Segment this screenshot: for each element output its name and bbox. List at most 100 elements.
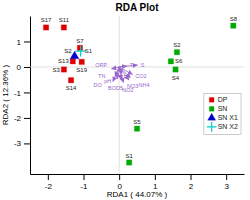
point-label: S3	[53, 67, 61, 73]
x-tick: -1	[80, 174, 88, 191]
legend-symbol	[208, 113, 216, 120]
plot-area	[30, 16, 244, 174]
y-tick-label: -3	[14, 139, 22, 148]
vector-label: TN	[98, 73, 105, 79]
x-axis-line	[31, 174, 245, 175]
vector-arrow	[119, 67, 121, 80]
x-tick-label: 2	[189, 182, 194, 191]
legend-symbol	[209, 106, 214, 111]
point	[79, 59, 84, 64]
vector-arrow	[119, 65, 138, 67]
x-tick-mark	[84, 174, 85, 180]
legend-label: SN	[218, 105, 228, 112]
point	[173, 67, 178, 72]
y-tick-label: 0	[17, 63, 22, 72]
point-label: S17	[41, 17, 52, 23]
x-tick: 0	[117, 174, 122, 191]
y-tick: -3	[14, 139, 30, 148]
point	[43, 25, 48, 30]
vector-label: NH4	[139, 82, 150, 88]
x-tick-mark	[226, 174, 227, 180]
y-tick-label: -1	[14, 89, 22, 98]
point-label: S2	[64, 48, 72, 54]
y-tick: -1	[14, 89, 30, 98]
point	[70, 59, 75, 64]
legend-symbol	[209, 97, 214, 102]
point	[68, 78, 73, 83]
y-tick: 0	[17, 63, 30, 72]
title: RDA Plot	[116, 2, 160, 13]
x-tick-mark	[191, 174, 192, 180]
chart: -2 -1 0 1 2 3 -3 -2 -1 0 1 RDA Plot RDA1 ( 44.07% ) R…	[0, 0, 250, 200]
vector-label: TP	[123, 74, 130, 80]
y-axis-line	[30, 17, 31, 175]
x-tick: 2	[189, 174, 194, 191]
legend: DP SN SN X1 SN X2	[204, 93, 241, 134]
legend-label: SN X2	[218, 123, 238, 130]
point-label: S1	[85, 48, 93, 54]
x-tick: -2	[45, 174, 53, 191]
x-tick: 3	[224, 174, 229, 191]
legend-item: DP	[209, 96, 227, 103]
legend-symbol	[207, 122, 217, 132]
point-label: S8	[230, 16, 238, 22]
point	[174, 50, 179, 55]
point-label: S13	[58, 58, 69, 64]
point	[231, 23, 236, 28]
y-tick: 1	[17, 38, 30, 47]
x-tick: 1	[153, 174, 158, 191]
y-tick-mark	[24, 41, 30, 42]
vector-label: T	[130, 62, 134, 68]
vector-label: S	[141, 62, 145, 68]
point-label: S11	[59, 17, 70, 23]
x-axis-title: RDA1 ( 44.07% )	[107, 190, 168, 199]
point-label: S1	[125, 153, 133, 159]
vector-label: DO	[93, 82, 102, 88]
y-axis-title: RDA2 ( 12.36% )	[1, 64, 10, 125]
legend-item: SN X2	[207, 122, 238, 132]
point-label: S4	[172, 75, 180, 81]
point	[127, 160, 132, 165]
point-label: S2	[173, 42, 181, 48]
point-label: S6	[175, 58, 183, 64]
x-tick-mark	[155, 174, 156, 180]
point	[168, 59, 173, 64]
x-axis: -2 -1 0 1 2 3	[31, 174, 245, 191]
vector-arrow	[113, 67, 119, 82]
legend-item: SN X1	[208, 113, 238, 121]
vector-arrow	[115, 67, 119, 77]
point	[77, 45, 82, 50]
vector-label: BOD5	[108, 85, 123, 91]
y-tick-label: 1	[17, 38, 22, 47]
point-label: S7	[76, 38, 84, 44]
x-tick-mark	[48, 174, 49, 180]
x-tick-label: 3	[224, 182, 229, 191]
origin-line-vertical	[119, 16, 120, 174]
legend-label: SN X1	[218, 114, 238, 121]
legend-frame	[204, 93, 241, 134]
x-tick-label: -2	[45, 182, 53, 191]
point-label: S14	[66, 85, 77, 91]
point-label: S19	[76, 67, 87, 73]
y-tick-mark	[24, 92, 30, 93]
y-tick-mark	[24, 67, 30, 68]
point	[134, 126, 139, 131]
y-tick-label: -2	[14, 114, 22, 123]
y-tick-mark	[24, 143, 30, 144]
point	[61, 25, 66, 30]
x-tick-label: -1	[80, 182, 88, 191]
vector-label: NO2	[122, 87, 133, 93]
point	[61, 67, 66, 72]
point-label: S5	[133, 119, 141, 125]
vector-arrow	[111, 67, 119, 69]
y-tick: -2	[14, 114, 30, 123]
vector-label: ORP	[95, 62, 107, 68]
legend-label: DP	[218, 96, 228, 103]
y-axis: -3 -2 -1 0 1	[14, 17, 31, 175]
vector-arrow	[119, 66, 127, 67]
y-tick-mark	[24, 118, 30, 119]
x-tick-mark	[119, 174, 120, 180]
legend-item: SN	[209, 105, 227, 112]
labels: SCO2NO3BOD5pHDOTNTPTORPNH4NO2S17S11S7S19…	[41, 16, 238, 159]
vector-label: CO2	[135, 73, 146, 79]
